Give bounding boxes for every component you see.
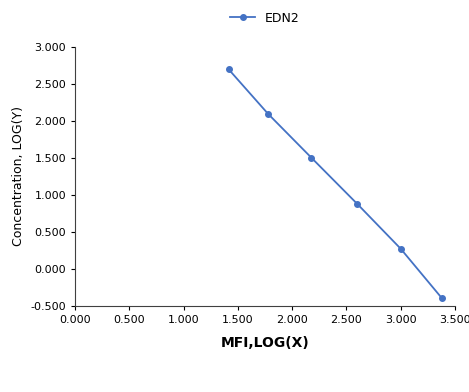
EDN2	[355, 202, 360, 207]
X-axis label: MFI,LOG(X): MFI,LOG(X)	[220, 336, 310, 350]
EDN2	[265, 111, 271, 116]
EDN2	[398, 246, 403, 251]
EDN2	[226, 67, 231, 72]
EDN2	[439, 296, 445, 301]
EDN2	[309, 155, 314, 160]
Legend: EDN2: EDN2	[225, 7, 305, 30]
Y-axis label: Concentration, LOG(Y): Concentration, LOG(Y)	[12, 106, 25, 247]
Line: EDN2: EDN2	[226, 67, 445, 301]
